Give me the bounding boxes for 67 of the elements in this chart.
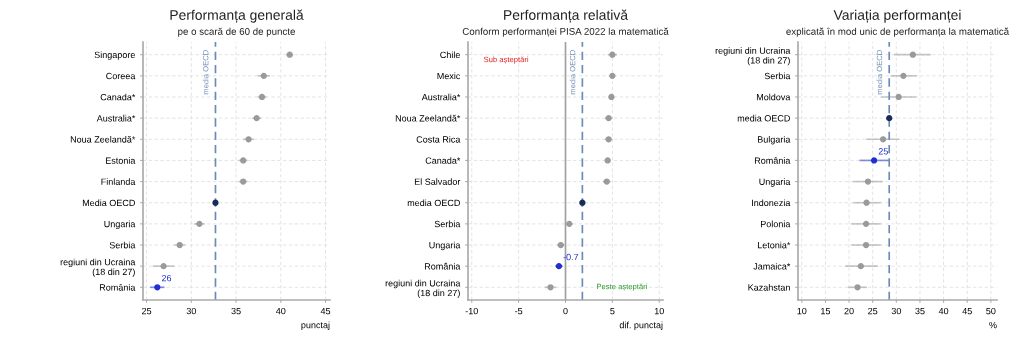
x-tick-label: 20 bbox=[844, 307, 854, 315]
y-tick-label: Jamaica* bbox=[753, 262, 791, 270]
y-tick-label: Australia* bbox=[421, 93, 461, 101]
y-tick-label: Letonia* bbox=[757, 241, 791, 249]
x-tick-label: 25 bbox=[868, 307, 878, 315]
y-tick-label: Ungaria bbox=[429, 241, 461, 251]
x-tick-label: 35 bbox=[231, 307, 241, 315]
y-tick-label: Australia* bbox=[96, 114, 136, 122]
y-tick-label: Canada* bbox=[425, 157, 461, 164]
y-tick-label: media OECD bbox=[737, 114, 790, 122]
y-tick-label: Coreea bbox=[106, 72, 136, 80]
x-tick-label: 25 bbox=[142, 307, 152, 315]
x-tick-label: 40 bbox=[938, 307, 949, 315]
chart-subtitle: Conform performanței PISA 2022 la matematică bbox=[462, 27, 669, 37]
x-axis-title: % bbox=[989, 321, 997, 329]
x-tick-label: -5 bbox=[515, 307, 523, 315]
y-tick-label: El Salvador bbox=[414, 178, 461, 185]
y-tick-label: Ungaria bbox=[104, 220, 136, 230]
x-tick-label: 10 bbox=[797, 307, 807, 315]
x-axis-title: dif. punctaj bbox=[619, 321, 663, 331]
y-tick-label: media OECD bbox=[407, 199, 460, 207]
x-tick-label: -10 bbox=[465, 307, 478, 315]
x-tick-label: 5 bbox=[610, 307, 615, 315]
x-tick-label: 30 bbox=[186, 307, 196, 315]
y-tick-label: Noua Zeelandă* bbox=[70, 135, 136, 143]
chart-title: Performanța generală bbox=[170, 9, 304, 23]
data-label: -0.7 bbox=[563, 253, 579, 261]
y-tick-label: România bbox=[754, 157, 791, 164]
x-tick-label: 35 bbox=[915, 307, 925, 315]
x-tick-label: 30 bbox=[891, 307, 901, 315]
y-tick-label: Media OECD bbox=[82, 199, 135, 207]
y-tick-label: Polonia bbox=[760, 220, 791, 228]
chart-title: Performanța relativă bbox=[504, 9, 629, 23]
data-label: 25 bbox=[878, 148, 888, 155]
chart-title: Variația performanței bbox=[833, 9, 961, 23]
x-tick-label: 45 bbox=[962, 307, 972, 315]
y-tick-label: Canada* bbox=[100, 93, 136, 101]
y-tick-label: Serbia bbox=[109, 241, 136, 249]
chart-subtitle: explicată în mod unic de performanța la matematică bbox=[786, 27, 1010, 37]
y-tick-label: regiuni din Ucraina (18 din 27) bbox=[60, 258, 136, 277]
y-tick-label: Kazahstan bbox=[748, 284, 790, 291]
y-tick-label: Noua Zeelandă* bbox=[395, 114, 461, 122]
y-tick-label: România bbox=[424, 262, 461, 270]
y-tick-label: Mexic bbox=[437, 72, 461, 80]
y-tick-label: regiuni din Ucraina (18 din 27) bbox=[385, 279, 461, 298]
data-label: 26 bbox=[161, 274, 172, 282]
y-tick-label: Chile bbox=[440, 51, 460, 59]
y-tick-label: Ungaria bbox=[759, 178, 791, 187]
y-tick-label: Costa Rica bbox=[416, 136, 461, 143]
y-tick-label: Indonezia bbox=[752, 199, 791, 207]
x-axis-title: punctaj bbox=[301, 321, 330, 331]
x-tick-label: 45 bbox=[320, 307, 331, 315]
x-tick-label: 0 bbox=[563, 307, 568, 315]
y-tick-label: Singapore bbox=[94, 51, 135, 60]
y-tick-label: România bbox=[99, 284, 136, 291]
y-tick-label: Finlanda bbox=[101, 178, 136, 185]
x-tick-label: 10 bbox=[654, 307, 664, 315]
chart-subtitle: pe o scară de 60 de puncte bbox=[178, 27, 295, 37]
x-tick-label: 50 bbox=[986, 307, 996, 315]
x-tick-label: 15 bbox=[821, 307, 831, 315]
y-tick-label: Bulgaria bbox=[757, 136, 791, 145]
y-tick-label: Moldova bbox=[756, 93, 791, 101]
y-tick-label: Estonia bbox=[105, 157, 136, 164]
y-tick-label: Serbia bbox=[764, 72, 791, 80]
y-tick-label: regiuni din Ucraina (18 din 27) bbox=[715, 47, 791, 66]
x-tick-label: 40 bbox=[275, 307, 286, 315]
y-tick-label: Serbia bbox=[434, 220, 461, 228]
